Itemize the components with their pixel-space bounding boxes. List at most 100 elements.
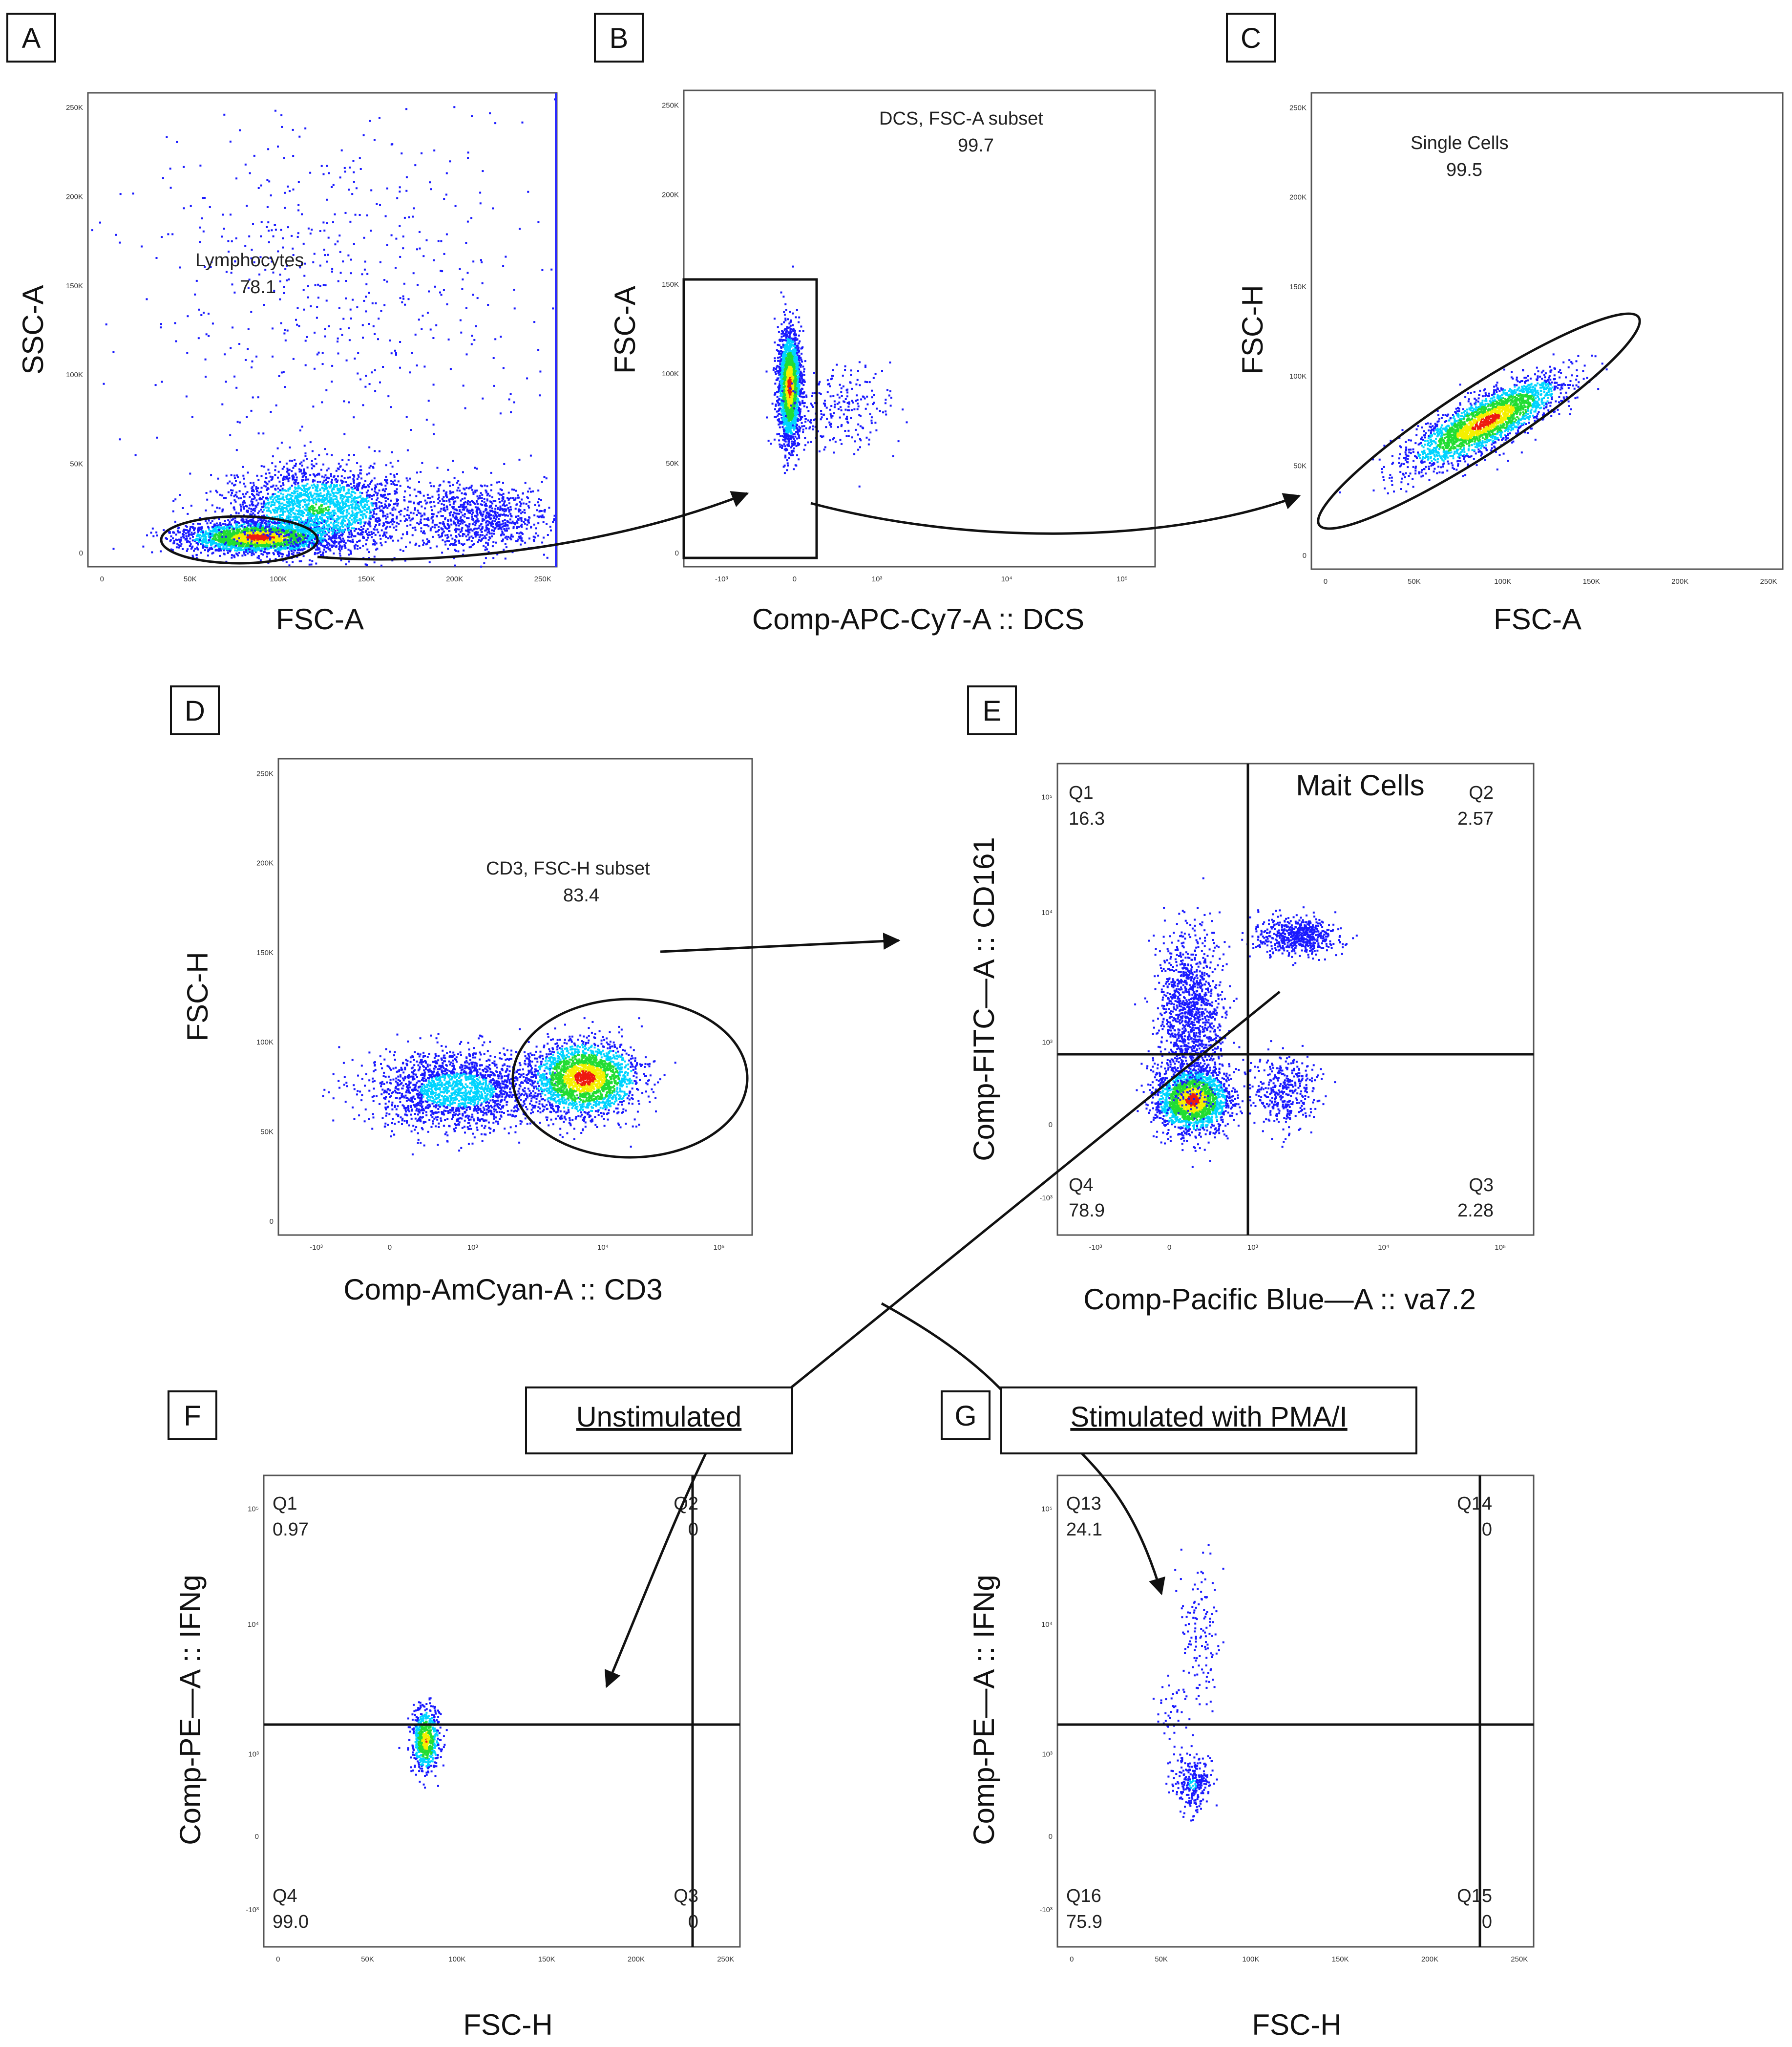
event-dot xyxy=(329,486,331,489)
event-dot xyxy=(334,498,337,500)
event-dot xyxy=(359,514,362,516)
event-dot xyxy=(289,487,292,489)
event-dot xyxy=(331,529,333,532)
event-dot xyxy=(369,515,372,517)
event-dot xyxy=(278,533,280,536)
event-dot xyxy=(308,510,311,512)
event-dot xyxy=(163,529,165,532)
event-dot xyxy=(287,480,290,483)
event-dot xyxy=(224,544,226,547)
event-dot xyxy=(385,496,387,499)
event-dot xyxy=(183,531,185,533)
event-dot xyxy=(286,554,288,557)
event-dot xyxy=(373,561,376,564)
event-dot xyxy=(447,519,449,521)
event-dot xyxy=(371,509,374,511)
event-dot xyxy=(295,544,297,547)
event-dot xyxy=(298,536,300,539)
event-dot xyxy=(471,515,473,518)
event-dot xyxy=(340,487,342,489)
event-dot xyxy=(205,542,208,544)
event-dot xyxy=(298,494,300,496)
event-dot xyxy=(365,530,367,532)
event-dot xyxy=(282,526,285,528)
event-dot xyxy=(341,459,344,461)
event-dot xyxy=(209,533,211,535)
event-dot xyxy=(236,521,239,523)
density-cloud-lymphocytes xyxy=(91,98,556,568)
event-dot xyxy=(338,505,341,507)
event-dot xyxy=(339,489,342,491)
event-dot xyxy=(237,554,239,556)
event-dot xyxy=(276,534,279,536)
event-dot xyxy=(251,540,253,543)
event-dot xyxy=(197,530,200,532)
event-dot xyxy=(353,498,355,501)
event-dot xyxy=(274,526,276,529)
event-dot xyxy=(278,546,281,549)
event-dot xyxy=(342,517,345,520)
event-dot xyxy=(362,517,364,520)
event-dot xyxy=(274,522,276,524)
event-dot xyxy=(342,510,345,512)
event-dot xyxy=(259,559,262,561)
event-dot xyxy=(369,465,372,467)
event-dot xyxy=(344,545,346,547)
event-dot xyxy=(183,529,185,531)
event-dot xyxy=(536,515,539,518)
event-dot xyxy=(375,519,377,521)
event-dot xyxy=(307,512,309,515)
event-dot xyxy=(325,512,327,514)
event-dot xyxy=(320,554,322,556)
event-dot xyxy=(337,475,339,478)
event-dot xyxy=(252,546,254,549)
event-dot xyxy=(316,511,318,513)
event-dot xyxy=(380,544,383,547)
event-dot xyxy=(319,488,321,490)
event-dot xyxy=(528,537,530,540)
event-dot xyxy=(238,546,241,549)
event-dot xyxy=(268,552,270,554)
event-dot xyxy=(312,524,314,527)
event-dot xyxy=(316,488,318,490)
event-dot xyxy=(192,535,194,538)
event-dot xyxy=(303,543,306,545)
event-dot xyxy=(501,494,503,496)
event-dot xyxy=(447,520,449,522)
event-dot xyxy=(232,528,235,530)
event-dot xyxy=(299,542,301,545)
event-dot xyxy=(320,509,322,512)
event-dot xyxy=(307,530,309,532)
event-dot xyxy=(348,505,350,507)
event-dot xyxy=(286,515,288,518)
event-dot xyxy=(438,493,440,496)
event-dot xyxy=(348,531,350,533)
event-dot xyxy=(300,500,302,502)
event-dot xyxy=(204,549,206,552)
event-dot xyxy=(200,531,202,533)
event-dot xyxy=(315,509,317,512)
event-dot xyxy=(368,533,371,536)
event-dot xyxy=(405,518,407,520)
event-dot xyxy=(321,534,324,536)
event-dot xyxy=(234,541,237,544)
event-dot xyxy=(295,473,297,476)
event-dot xyxy=(517,494,519,497)
event-dot xyxy=(327,546,329,549)
event-dot xyxy=(371,498,373,500)
event-dot xyxy=(229,550,231,552)
event-dot xyxy=(313,521,316,524)
event-dot xyxy=(351,488,354,490)
event-dot xyxy=(255,535,258,537)
event-dot xyxy=(274,535,276,537)
event-dot xyxy=(352,478,355,480)
event-dot xyxy=(309,511,311,513)
event-dot xyxy=(220,540,222,542)
event-dot xyxy=(259,533,261,535)
event-dot xyxy=(374,450,376,452)
event-dot xyxy=(306,490,308,493)
event-dot xyxy=(466,508,468,511)
event-dot xyxy=(251,513,253,516)
event-dot xyxy=(420,530,422,533)
event-dot xyxy=(250,534,253,537)
